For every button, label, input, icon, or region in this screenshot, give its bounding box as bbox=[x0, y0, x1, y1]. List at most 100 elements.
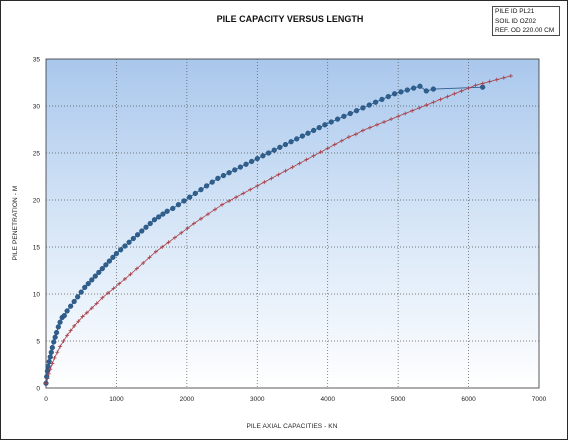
series-2-point bbox=[269, 176, 274, 181]
series-2-point bbox=[213, 207, 218, 212]
series-1-point bbox=[385, 93, 391, 100]
series-1-point bbox=[52, 334, 58, 340]
series-2-point bbox=[290, 165, 295, 170]
series-1-point bbox=[164, 208, 170, 214]
y-tick-label: 20 bbox=[33, 198, 41, 205]
series-2-point bbox=[262, 180, 267, 185]
series-1-point bbox=[423, 88, 429, 94]
series-2-point bbox=[283, 168, 288, 173]
series-2-point bbox=[185, 226, 190, 231]
series-2-point bbox=[166, 240, 171, 245]
series-2-point bbox=[44, 381, 48, 386]
x-tick-labels: 0 1000 2000 3000 4000 5000 6000 7000 bbox=[44, 396, 546, 403]
series-2-point bbox=[382, 119, 387, 124]
series-2-point bbox=[494, 77, 499, 82]
series-2-point bbox=[255, 183, 260, 188]
series-1-point bbox=[232, 167, 238, 173]
series-2-point bbox=[234, 195, 239, 200]
series-2-point bbox=[153, 249, 158, 254]
x-tick-label: 5000 bbox=[391, 396, 406, 403]
series-2-point bbox=[424, 103, 429, 108]
series-1-point bbox=[106, 258, 112, 264]
series-1-point bbox=[299, 133, 305, 139]
series-1-point bbox=[243, 161, 249, 167]
series-1-point bbox=[122, 243, 128, 249]
series-1-point bbox=[305, 130, 311, 136]
series-1-point bbox=[151, 217, 158, 223]
series-2-point bbox=[179, 230, 184, 235]
series-2-point bbox=[100, 295, 105, 300]
series-1-point bbox=[203, 183, 210, 189]
series-1-point bbox=[288, 139, 294, 145]
series-1-point bbox=[360, 105, 366, 111]
series-2-point bbox=[389, 117, 394, 122]
series-2-point bbox=[141, 260, 146, 265]
series-2-point bbox=[68, 328, 73, 333]
series-1-point bbox=[75, 294, 81, 300]
y-tick-label: 25 bbox=[33, 151, 41, 158]
series-1-point bbox=[322, 122, 328, 128]
series-2-point bbox=[466, 86, 471, 91]
series-1-point bbox=[47, 354, 53, 360]
series-1-point bbox=[379, 96, 385, 103]
series-2-line bbox=[45, 75, 511, 384]
ref-od-label: REF. OD 220.00 CM bbox=[495, 27, 555, 34]
series-2-point bbox=[410, 108, 415, 113]
series-2-point bbox=[438, 97, 443, 102]
x-tick-label: 4000 bbox=[320, 396, 335, 403]
series-2-point bbox=[473, 83, 478, 88]
series-2-point bbox=[48, 367, 53, 372]
x-tick-label: 0 bbox=[44, 396, 48, 403]
grid-lines bbox=[46, 59, 539, 388]
series-1-point bbox=[170, 205, 176, 212]
series-2-point bbox=[65, 333, 70, 338]
series-2-point bbox=[50, 361, 55, 366]
series-1-point bbox=[44, 374, 50, 380]
series-1-point bbox=[265, 150, 272, 156]
series-1-point bbox=[417, 83, 423, 89]
x-tick-label: 6000 bbox=[461, 396, 476, 403]
series-2-point bbox=[396, 114, 401, 119]
series-1-point bbox=[78, 289, 84, 295]
series-2-point bbox=[417, 105, 422, 110]
series-2-point bbox=[105, 291, 110, 296]
chart-title: PILE CAPACITY VERSUS LENGTH bbox=[217, 14, 364, 24]
series-1-point bbox=[139, 228, 145, 234]
plot-area bbox=[45, 58, 540, 389]
y-tick-label: 35 bbox=[33, 57, 41, 64]
series-2-point bbox=[508, 73, 513, 78]
series-1-point bbox=[49, 344, 55, 351]
series-2-point bbox=[318, 150, 323, 155]
series-1-point bbox=[61, 313, 67, 319]
series-2-point bbox=[191, 221, 196, 226]
series-1-point bbox=[398, 89, 404, 95]
series-1-point bbox=[237, 164, 243, 170]
series-1-point bbox=[311, 127, 317, 134]
series-2-point bbox=[459, 88, 464, 93]
series-1-point bbox=[126, 239, 132, 245]
series-2-point bbox=[375, 122, 380, 127]
series-2-point bbox=[227, 198, 232, 203]
series-2-point bbox=[80, 314, 85, 319]
series-1-point bbox=[134, 232, 141, 238]
series-1-point bbox=[294, 136, 300, 142]
series-2-point bbox=[339, 138, 344, 143]
series-1-line bbox=[45, 85, 483, 384]
series-2-point bbox=[76, 319, 81, 324]
series-1-point bbox=[160, 211, 166, 217]
series-2-point bbox=[220, 202, 225, 207]
series-1-point bbox=[187, 194, 193, 200]
series-2-point bbox=[353, 132, 358, 137]
series-1-point bbox=[392, 91, 398, 97]
series-1-point bbox=[99, 266, 105, 272]
series-2-point bbox=[147, 255, 152, 260]
series-1-point bbox=[130, 235, 136, 242]
series-1-point bbox=[53, 329, 60, 336]
y-tick-label: 30 bbox=[33, 104, 41, 111]
series-2-point bbox=[311, 153, 316, 158]
series-2-point bbox=[241, 191, 246, 196]
series-2-point bbox=[122, 276, 127, 281]
series-1-point bbox=[92, 273, 98, 279]
series-1-point bbox=[48, 349, 54, 355]
series-1-point bbox=[82, 284, 88, 291]
